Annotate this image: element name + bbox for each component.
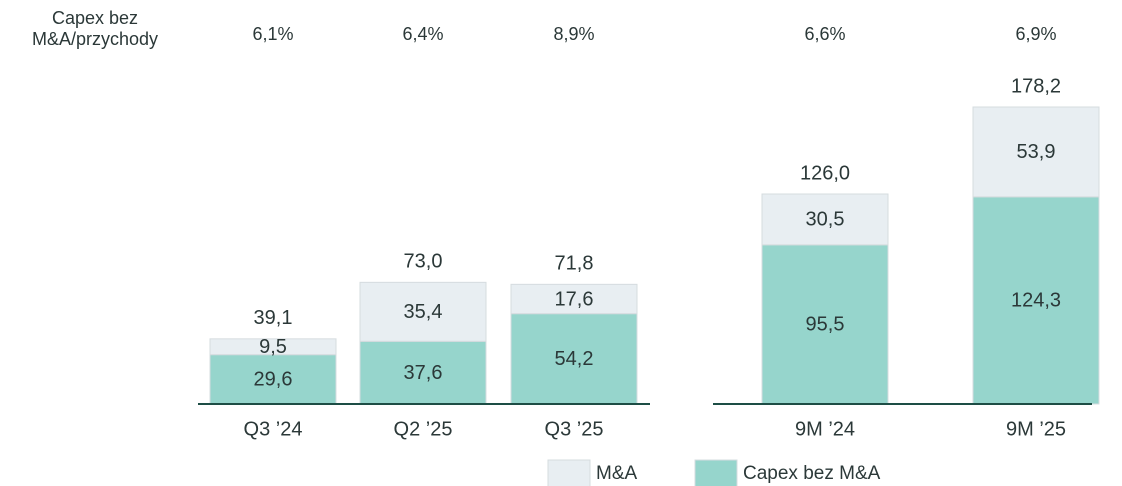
legend-label: M&A [596, 463, 638, 484]
segment-label: 35,4 [404, 301, 443, 323]
total-label: 73,0 [404, 251, 443, 273]
ratio-label: Capex bez M&A/przychody [31, 8, 159, 49]
ratio-value: 8,9% [553, 24, 594, 44]
bar-segment [972, 106, 1100, 198]
bar-segment [510, 283, 638, 315]
bar-segment [510, 313, 638, 405]
segment-label: 54,2 [555, 348, 594, 370]
segment-label: 17,6 [555, 288, 594, 310]
bar-segment [359, 281, 487, 342]
legend-swatch [547, 459, 591, 486]
segment-label: 29,6 [254, 369, 293, 391]
segment-label: 124,3 [1011, 290, 1061, 312]
total-label: 39,1 [254, 307, 293, 329]
x-tick-label: 9M ’25 [1006, 418, 1066, 440]
total-label: 126,0 [800, 162, 850, 184]
ratio-value: 6,6% [804, 24, 845, 44]
x-tick-label: Q3 ’24 [244, 418, 303, 440]
segment-label: 30,5 [806, 209, 845, 231]
total-label: 178,2 [1011, 75, 1061, 97]
ratio-value: 6,9% [1015, 24, 1056, 44]
ratio-value: 6,1% [252, 24, 293, 44]
x-tick-label: 9M ’24 [795, 418, 855, 440]
bar-segment [209, 338, 337, 356]
segment-label: 37,6 [404, 362, 443, 384]
legend-label: Capex bez M&A [743, 463, 881, 484]
x-tick-label: Q3 ’25 [545, 418, 604, 440]
bar-segment [972, 196, 1100, 405]
segment-label: 9,5 [259, 336, 287, 358]
segment-label: 53,9 [1017, 141, 1056, 163]
legend-swatch [694, 459, 738, 486]
bar-segment [209, 354, 337, 405]
ratio-value: 6,4% [402, 24, 443, 44]
segment-label: 95,5 [806, 314, 845, 336]
x-tick-label: Q2 ’25 [394, 418, 453, 440]
bar-segment [761, 193, 889, 246]
total-label: 71,8 [555, 253, 594, 275]
